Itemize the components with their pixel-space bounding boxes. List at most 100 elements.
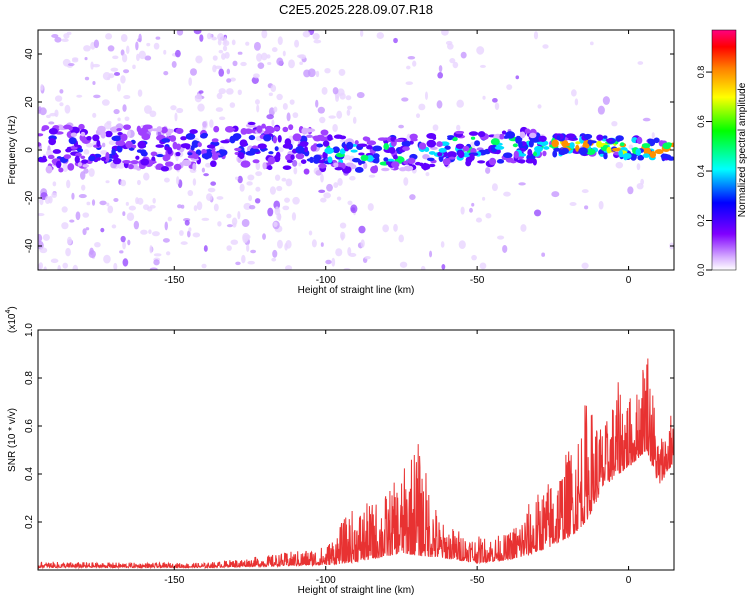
spectrogram-ridge-blob: [578, 147, 588, 156]
spectrogram-speckle: [347, 200, 353, 206]
spectrogram-ridge-blob: [602, 135, 608, 139]
spectrogram-speckle: [215, 107, 224, 112]
spectrogram-ridge-blob: [201, 132, 209, 138]
spectrogram-ridge-blob: [324, 147, 334, 154]
spectrogram-ridge-blob: [436, 141, 443, 148]
x-tick-label: -50: [470, 575, 485, 586]
spectrogram-ridge-blob: [240, 160, 251, 168]
spectrogram-ridge-blob: [454, 130, 465, 135]
spectrogram-speckle: [219, 116, 226, 121]
spectrogram-speckle: [212, 55, 218, 61]
spectrogram-speckle: [184, 219, 190, 226]
spectrogram-ridge-blob: [47, 154, 55, 160]
spectrogram-ridge-blob: [565, 133, 576, 139]
spectrogram-ridge-blob: [538, 135, 547, 142]
spectrogram-speckle: [275, 206, 279, 212]
spectrogram-speckle: [226, 68, 231, 75]
spectrogram-speckle: [75, 211, 81, 221]
spectrogram-speckle: [187, 230, 191, 238]
spectrogram-speckle: [343, 267, 351, 270]
spectrogram-ridge-blob: [125, 140, 133, 149]
spectrogram-speckle: [111, 224, 117, 229]
spectrogram-ridge-blob: [553, 147, 561, 152]
colorbar-label: Normalized spectral amplitude: [737, 82, 748, 217]
spectrogram-speckle: [302, 30, 311, 38]
spectrogram-speckle: [223, 36, 227, 45]
spectrogram-speckle: [292, 112, 299, 119]
spectrogram-ridge-blob: [409, 133, 418, 140]
y-multiplier-exponent: 4: [5, 310, 12, 314]
spectrogram-ridge-blob: [348, 162, 354, 166]
spectrogram-speckle: [242, 234, 248, 244]
spectrogram-speckle: [297, 54, 305, 58]
spectrogram-speckle: [122, 258, 129, 267]
spectrogram-speckle: [66, 236, 72, 245]
spectrogram-ridge-blob: [524, 128, 531, 134]
spectrogram-ridge-blob: [315, 169, 322, 176]
spectrogram-speckle: [286, 112, 291, 122]
bottom-y-axis: 0.2 0.4 0.6 0.8 1.0: [24, 323, 674, 529]
y-tick-label: 0.2: [24, 515, 35, 529]
spectrogram-ridge-blob: [282, 126, 289, 133]
spectrogram-ridge-blob: [111, 148, 116, 156]
x-tick-label: -150: [164, 575, 184, 586]
spectrogram-speckle: [343, 154, 351, 161]
spectrogram-ridge-blob: [313, 159, 320, 164]
spectrogram-ridge-blob: [268, 151, 274, 155]
spectrogram-speckle: [336, 196, 342, 201]
spectrogram-speckle: [163, 49, 167, 55]
spectrogram-speckle: [449, 58, 456, 64]
spectrogram-ridge-blob: [552, 150, 558, 158]
spectrogram-ridge-blob: [265, 126, 275, 134]
spectrogram-speckle: [415, 113, 421, 119]
spectrogram-speckle: [311, 239, 317, 248]
spectrogram-speckle: [217, 221, 222, 227]
spectrogram-speckle: [485, 167, 491, 174]
spectrogram-ridge-blob: [286, 159, 293, 163]
spectrogram-ridge-blob: [248, 135, 256, 141]
spectrogram-ridge-blob: [110, 126, 120, 133]
spectrogram-speckle: [403, 177, 409, 186]
spectrogram-speckle: [335, 248, 343, 257]
spectrogram-speckle: [163, 70, 169, 76]
spectrogram-speckle: [589, 41, 594, 46]
spectrogram-ridge-blob: [272, 135, 278, 144]
spectrogram-ridge-blob: [189, 129, 198, 135]
spectrogram-speckle: [469, 207, 473, 213]
spectrogram-speckle: [611, 121, 618, 127]
spectrogram-speckle: [235, 261, 241, 266]
colorbar-tick-label: 0.6: [696, 115, 706, 128]
spectrogram-ridge-blob: [164, 161, 174, 167]
spectrogram-speckle: [270, 84, 277, 93]
spectrogram-speckle: [43, 266, 47, 270]
spectrogram-ridge-blob: [111, 135, 122, 142]
spectrogram-speckle: [246, 244, 250, 252]
spectrogram-ridge-blob: [636, 136, 643, 145]
spectrogram-speckle: [458, 240, 466, 250]
y-tick-label: 0.6: [24, 419, 35, 433]
spectrogram-speckle: [144, 55, 152, 61]
spectrogram-ridge-blob: [357, 143, 368, 147]
spectrogram-speckle: [358, 225, 366, 234]
spectrogram-speckle: [137, 38, 142, 42]
spectrogram-speckle: [216, 92, 223, 100]
spectrogram-speckle: [153, 253, 162, 257]
spectrogram-ridge-blob: [426, 157, 435, 162]
spectrogram-speckle: [255, 161, 261, 171]
spectrogram-ridge-blob: [295, 145, 305, 154]
spectrogram-speckle: [502, 245, 508, 253]
spectrogram-speckle: [320, 173, 324, 183]
spectrogram-speckle: [273, 106, 278, 113]
x-tick-label: 0: [626, 575, 632, 586]
spectrogram-speckle: [407, 55, 416, 60]
spectrogram-speckle: [192, 232, 201, 238]
spectrogram-speckle: [266, 114, 274, 120]
spectrogram-ridge-blob: [488, 157, 497, 166]
spectrogram-speckle: [72, 264, 79, 270]
spectrogram-speckle: [382, 224, 389, 233]
spectrogram-speckle: [393, 37, 398, 44]
spectrogram-speckle: [328, 115, 336, 119]
spectrogram-speckle: [217, 33, 225, 41]
spectrogram-ridge-blob: [477, 160, 486, 164]
spectrogram-speckle: [204, 162, 212, 168]
